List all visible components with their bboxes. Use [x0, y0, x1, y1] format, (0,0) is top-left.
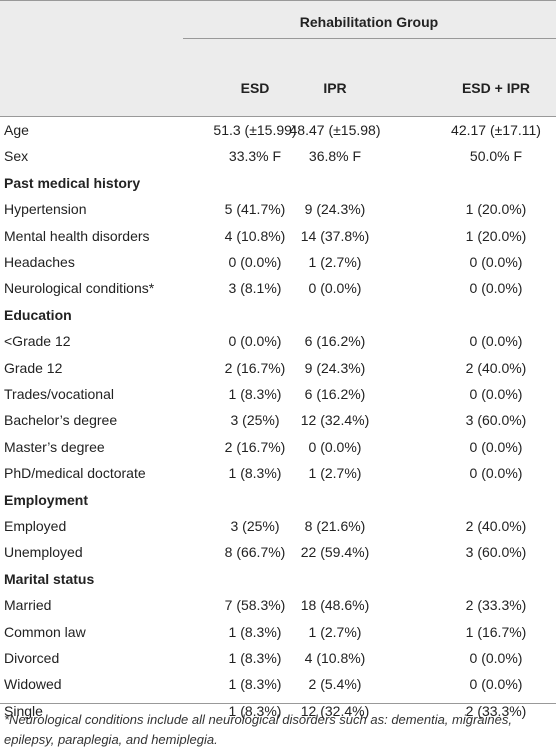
cell: 3 (25%) [230, 518, 280, 534]
cell: 0 (0.0%) [469, 438, 523, 455]
cell: 3 (60.0%) [465, 544, 527, 561]
cell: 2 (40.0%) [465, 518, 527, 534]
cell: 1 (8.3%) [228, 386, 282, 402]
section-heading: Past medical history [4, 174, 141, 191]
column-header: IPR [323, 80, 347, 96]
cell: 14 (37.8%) [300, 227, 370, 244]
row-label: Trades/vocational [4, 386, 114, 402]
header-band [0, 0, 556, 116]
row-label: Single [4, 702, 43, 719]
row-label: Sex [4, 148, 29, 165]
header-rule [0, 116, 556, 117]
cell: 5 (41.7%) [224, 201, 286, 218]
cell: 2 (5.4%) [308, 676, 362, 693]
cell: 1 (16.7%) [465, 623, 527, 640]
row-label: Master’s degree [4, 438, 105, 455]
row-label: Mental health disorders [4, 227, 150, 244]
cell: 1 (8.3%) [228, 650, 282, 666]
row-label: <Grade 12 [4, 333, 71, 350]
row-label: Employed [4, 518, 67, 534]
cell: 1 (2.7%) [308, 623, 362, 640]
row-label: PhD/medical doctorate [4, 465, 146, 482]
cell: 1 (2.7%) [308, 254, 362, 270]
cell: 3 (25%) [230, 412, 280, 429]
cell: 9 (24.3%) [304, 201, 366, 218]
row-label: Hypertension [4, 201, 87, 218]
cell: 9 (24.3%) [304, 359, 366, 376]
cell: 0 (0.0%) [469, 254, 523, 270]
row-label: Unemployed [4, 544, 83, 561]
cell: 0 (0.0%) [308, 438, 362, 455]
cell: 7 (58.3%) [224, 597, 286, 614]
cell: 3 (60.0%) [465, 412, 527, 429]
cell: 0 (0.0%) [228, 333, 282, 350]
top-rule [0, 0, 556, 1]
cell: 6 (16.2%) [304, 386, 366, 402]
cell: 2 (40.0%) [465, 359, 527, 376]
column-header: ESD [240, 80, 270, 96]
cell: 0 (0.0%) [308, 280, 362, 297]
cell: 42.17 (±17.11) [451, 122, 541, 138]
cell: 0 (0.0%) [469, 650, 523, 666]
cell: 6 (16.2%) [304, 333, 366, 350]
cell: 0 (0.0%) [228, 254, 282, 270]
row-label: Age [4, 122, 29, 138]
cell: 3 (8.1%) [228, 280, 282, 297]
cell: 2 (16.7%) [224, 359, 286, 376]
section-heading: Education [4, 306, 72, 323]
cell: 2 (33.3%) [465, 597, 527, 614]
cell: 1 (8.3%) [228, 702, 282, 719]
footnote: *Neurological conditions include all neu… [4, 712, 512, 747]
row-label: Widowed [4, 676, 62, 693]
row-label: Grade 12 [4, 359, 63, 376]
column-header: ESD + IPR [461, 80, 531, 96]
section-heading: Employment [4, 491, 89, 508]
row-label: Married [4, 597, 52, 614]
cell: 18 (48.6%) [300, 597, 370, 614]
cell: 1 (8.3%) [228, 676, 282, 693]
cell: 0 (0.0%) [469, 280, 523, 297]
cell: 51.3 (±15.99) [213, 122, 297, 138]
cell: 1 (8.3%) [228, 465, 282, 482]
cell: 1 (20.0%) [465, 201, 527, 218]
row-label: Common law [4, 623, 86, 640]
cell: 8 (21.6%) [304, 518, 366, 534]
cell: 36.8% F [308, 148, 362, 165]
cell: 1 (20.0%) [465, 227, 527, 244]
row-label: Neurological conditions* [4, 280, 155, 297]
row-label: Headaches [4, 254, 75, 270]
cell: 4 (10.8%) [224, 227, 286, 244]
cell: 12 (32.4%) [300, 702, 370, 719]
cell: 0 (0.0%) [469, 333, 523, 350]
row-label: Bachelor’s degree [4, 412, 118, 429]
cell: 48.47 (±15.98) [289, 122, 381, 138]
section-heading: Marital status [4, 570, 95, 587]
cell: 0 (0.0%) [469, 465, 523, 482]
group-rule [183, 38, 556, 39]
cell: 4 (10.8%) [304, 650, 366, 666]
cell: 0 (0.0%) [469, 676, 523, 693]
bottom-rule [0, 703, 556, 704]
cell: 22 (59.4%) [300, 544, 370, 561]
cell: 1 (2.7%) [308, 465, 362, 482]
cell: 33.3% F [228, 148, 282, 165]
cell: 2 (33.3%) [465, 702, 527, 719]
cell: 8 (66.7%) [224, 544, 286, 561]
cell: 50.0% F [469, 148, 523, 165]
group-label: Rehabilitation Group [299, 14, 439, 30]
cell: 1 (8.3%) [228, 623, 282, 640]
row-label: Divorced [4, 650, 60, 666]
cell: 2 (16.7%) [224, 438, 286, 455]
cell: 0 (0.0%) [469, 386, 523, 402]
cell: 12 (32.4%) [300, 412, 370, 429]
